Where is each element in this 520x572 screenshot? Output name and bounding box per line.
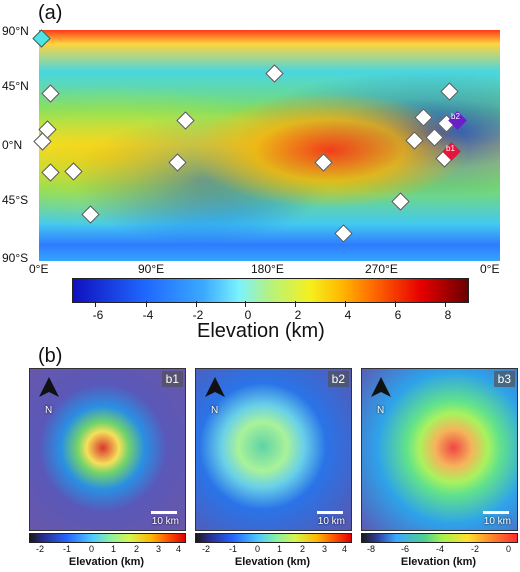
panel-b-label: (b) xyxy=(38,345,63,367)
main-colorbar-tick-label: 0 xyxy=(244,308,252,322)
inset-b1-colorbar xyxy=(29,533,186,543)
lon-label-270e: 270°E xyxy=(365,262,398,276)
inset-b3-colorbar-title: Elevation (km) xyxy=(400,556,477,568)
main-colorbar-tick-label: 8 xyxy=(444,308,452,322)
main-colorbar-tick-label: -4 xyxy=(142,308,154,322)
north-arrow-icon xyxy=(205,377,225,407)
lat-label-45n: 45°N xyxy=(2,79,29,93)
tick-label: -1 xyxy=(229,544,238,554)
inset-b2-colorbar-title: Elevation (km) xyxy=(234,556,311,568)
tick-label: -2 xyxy=(202,544,211,554)
main-colorbar-tick xyxy=(245,301,246,307)
main-colorbar-tick xyxy=(146,301,147,307)
inset-b3-colorbar-ticks: -8 -6 -4 -2 0 xyxy=(361,544,516,556)
inset-b3-elevation-map: b3 N 10 km xyxy=(361,368,518,531)
main-colorbar-tick-label: -6 xyxy=(92,308,104,322)
lat-label-90n: 90°N xyxy=(2,24,29,38)
main-colorbar-title: Elevation (km) xyxy=(197,320,325,342)
main-colorbar-tick xyxy=(196,301,197,307)
inset-b1-colorbar-ticks: -2 -1 0 1 2 3 4 xyxy=(29,544,184,556)
north-arrow-icon xyxy=(371,377,391,407)
tick-label: 1 xyxy=(111,544,117,554)
tick-label: -8 xyxy=(367,544,376,554)
tick-label: 3 xyxy=(156,544,162,554)
inset-b1-colorbar-title: Elevation (km) xyxy=(68,556,145,568)
global-elevation-map xyxy=(39,30,500,261)
lon-label-0e-left: 0°E xyxy=(29,262,49,276)
inset-b2-colorbar xyxy=(195,533,352,543)
main-colorbar xyxy=(72,278,469,303)
north-label: N xyxy=(211,405,219,416)
marker-b1-tag: b1 xyxy=(446,144,455,153)
scale-bar xyxy=(317,511,343,514)
main-colorbar-tick xyxy=(295,301,296,307)
tick-label: 0 xyxy=(255,544,261,554)
north-arrow-icon xyxy=(39,377,59,407)
tick-label: -6 xyxy=(401,544,410,554)
north-label: N xyxy=(45,405,53,416)
inset-b3-colorbar xyxy=(361,533,518,543)
tick-label: 0 xyxy=(506,544,512,554)
tick-label: 4 xyxy=(342,544,348,554)
lat-label-90s: 90°S xyxy=(2,251,29,265)
tick-label: 2 xyxy=(300,544,306,554)
main-colorbar-tick xyxy=(95,301,96,307)
tick-label: -2 xyxy=(36,544,45,554)
north-label: N xyxy=(377,405,385,416)
tick-label: -4 xyxy=(436,544,445,554)
scale-bar-label: 10 km xyxy=(317,516,345,527)
tick-label: -2 xyxy=(471,544,480,554)
tick-label: -1 xyxy=(63,544,72,554)
inset-b1-elevation-map: b1 N 10 km xyxy=(29,368,186,531)
tick-label: 1 xyxy=(277,544,283,554)
main-colorbar-tick-label: 2 xyxy=(294,308,302,322)
scale-bar xyxy=(151,511,177,514)
scale-bar-label: 10 km xyxy=(151,516,179,527)
tick-label: 0 xyxy=(89,544,95,554)
main-colorbar-tick-label: 6 xyxy=(394,308,402,322)
lon-label-0e-right: 0°E xyxy=(480,262,500,276)
marker-b2-tag: b2 xyxy=(451,112,460,121)
main-colorbar-tick xyxy=(445,301,446,307)
tick-label: 3 xyxy=(322,544,328,554)
main-colorbar-tick-label: -2 xyxy=(192,308,204,322)
scale-bar-label: 10 km xyxy=(483,516,511,527)
lon-label-180e: 180°E xyxy=(251,262,284,276)
main-colorbar-tick xyxy=(395,301,396,307)
main-colorbar-tick xyxy=(345,301,346,307)
inset-b2-label: b2 xyxy=(327,371,349,387)
inset-b2-colorbar-ticks: -2 -1 0 1 2 3 4 xyxy=(195,544,350,556)
inset-b1-label: b1 xyxy=(161,371,183,387)
tick-label: 4 xyxy=(176,544,182,554)
tick-label: 2 xyxy=(134,544,140,554)
scale-bar xyxy=(483,511,509,514)
lat-label-45s: 45°S xyxy=(2,193,29,207)
panel-a-label: (a) xyxy=(38,2,63,24)
inset-b3-label: b3 xyxy=(493,371,515,387)
lat-label-0n: 0°N xyxy=(2,138,23,152)
main-colorbar-tick-label: 4 xyxy=(344,308,352,322)
inset-b2-elevation-map: b2 N 10 km xyxy=(195,368,352,531)
lon-label-90e: 90°E xyxy=(138,262,165,276)
